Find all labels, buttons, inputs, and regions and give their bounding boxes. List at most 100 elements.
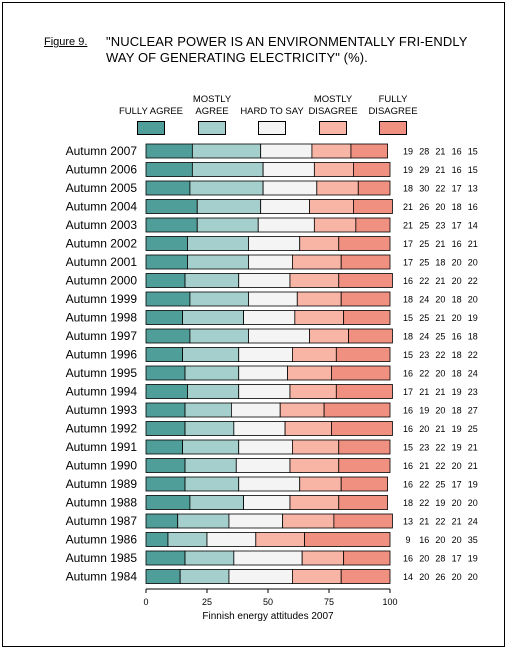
- bar-segment: [184, 365, 240, 381]
- value-label: 23: [468, 387, 478, 397]
- value-label: 26: [419, 202, 429, 212]
- bar-segment: [184, 476, 240, 492]
- value-label: 17: [403, 387, 413, 397]
- bar-segment: [145, 402, 186, 418]
- value-label: 17: [403, 258, 413, 268]
- bar-segment: [294, 310, 345, 325]
- bar-segment: [335, 347, 391, 362]
- bar-segment: [255, 532, 306, 547]
- bar-segment: [230, 402, 281, 418]
- bar-segment: [235, 458, 291, 473]
- bar-segment: [177, 513, 230, 529]
- value-label: 20: [435, 295, 445, 305]
- value-label: 18: [452, 295, 462, 305]
- value-label: 25: [468, 424, 478, 434]
- bar-segment: [289, 384, 337, 399]
- value-label: 16: [403, 406, 413, 416]
- value-label: 27: [468, 406, 478, 416]
- category-label: Autumn 1997: [66, 329, 138, 343]
- bar-segment: [343, 310, 391, 325]
- value-label: 28: [435, 554, 445, 564]
- value-label: 18: [435, 258, 445, 268]
- bar-segment: [233, 550, 303, 566]
- value-label: 16: [403, 424, 413, 434]
- value-label: 21: [403, 202, 413, 212]
- value-label: 16: [403, 461, 413, 471]
- bar-segment: [145, 199, 198, 214]
- bar-segment: [340, 254, 391, 270]
- bar-segment: [145, 439, 183, 455]
- value-label: 28: [419, 147, 429, 157]
- bar-segment: [299, 236, 340, 251]
- legend-label: HARD TO SAY: [240, 106, 304, 117]
- value-label: 19: [468, 554, 478, 564]
- bar-segment: [189, 328, 249, 344]
- category-label: Autumn 1986: [66, 533, 138, 547]
- value-label: 23: [419, 443, 429, 453]
- x-tick-label: 25: [202, 597, 212, 607]
- value-label: 13: [468, 184, 478, 194]
- value-label: 25: [435, 480, 445, 490]
- bar-segment: [238, 384, 291, 399]
- bar-segment: [145, 180, 191, 196]
- category-label: Autumn 2007: [66, 144, 138, 158]
- value-label: 20: [452, 572, 462, 582]
- category-label: Autumn 1994: [66, 385, 138, 399]
- bar-segment: [145, 143, 193, 159]
- value-label: 20: [419, 424, 429, 434]
- bar-segment: [145, 421, 186, 436]
- bar-segment: [260, 199, 310, 214]
- category-label: Autumn 1987: [66, 514, 138, 528]
- bar-segment: [291, 254, 342, 270]
- bar-segment: [248, 236, 301, 251]
- value-label: 21: [435, 276, 445, 286]
- legend-label: MOSTLY AGREE: [192, 94, 232, 117]
- bar-segment: [233, 421, 286, 436]
- value-label: 21: [435, 147, 445, 157]
- bar-segment: [145, 513, 179, 529]
- category-label: Autumn 1990: [66, 459, 138, 473]
- bar-segment: [189, 291, 249, 307]
- bar-segment: [248, 254, 293, 270]
- bar-segment: [350, 143, 388, 159]
- legend-label: FULLY DISAGREE: [368, 94, 418, 117]
- bar-segment: [145, 291, 191, 307]
- bar-segment: [228, 569, 293, 584]
- value-label: 18: [468, 332, 478, 342]
- bar-segment: [238, 365, 288, 381]
- bar-segment: [301, 550, 345, 566]
- value-label: 18: [452, 350, 462, 360]
- bar-segment: [262, 162, 315, 177]
- bar-segment: [257, 217, 315, 233]
- value-label: 21: [403, 221, 413, 231]
- bar-segment: [338, 236, 391, 251]
- value-label: 20: [435, 406, 445, 416]
- value-label: 24: [468, 517, 478, 527]
- bar-segment: [338, 273, 393, 288]
- bar-segment: [182, 310, 245, 325]
- value-label: 16: [403, 276, 413, 286]
- bar-segment: [145, 569, 181, 584]
- bar-segment: [260, 143, 313, 159]
- value-label: 35: [468, 535, 478, 545]
- value-label: 18: [452, 369, 462, 379]
- bar-segment: [331, 365, 391, 381]
- bar-segment: [304, 532, 391, 547]
- legend-swatch: [379, 121, 407, 135]
- value-label: 19: [452, 443, 462, 453]
- bar-segment: [289, 458, 340, 473]
- value-label: 24: [419, 295, 429, 305]
- bar-segment: [340, 291, 391, 307]
- bar-segment: [289, 273, 340, 288]
- category-label: Autumn 2005: [66, 181, 138, 195]
- bar-segment: [238, 439, 293, 455]
- bar-segment: [196, 217, 259, 233]
- bar-segment: [167, 532, 208, 547]
- value-label: 23: [419, 350, 429, 360]
- value-label: 22: [435, 443, 445, 453]
- value-label: 20: [468, 258, 478, 268]
- value-label: 25: [419, 239, 429, 249]
- value-label: 25: [419, 221, 429, 231]
- value-label: 21: [452, 517, 462, 527]
- legend-item: MOSTLY AGREE: [177, 92, 247, 135]
